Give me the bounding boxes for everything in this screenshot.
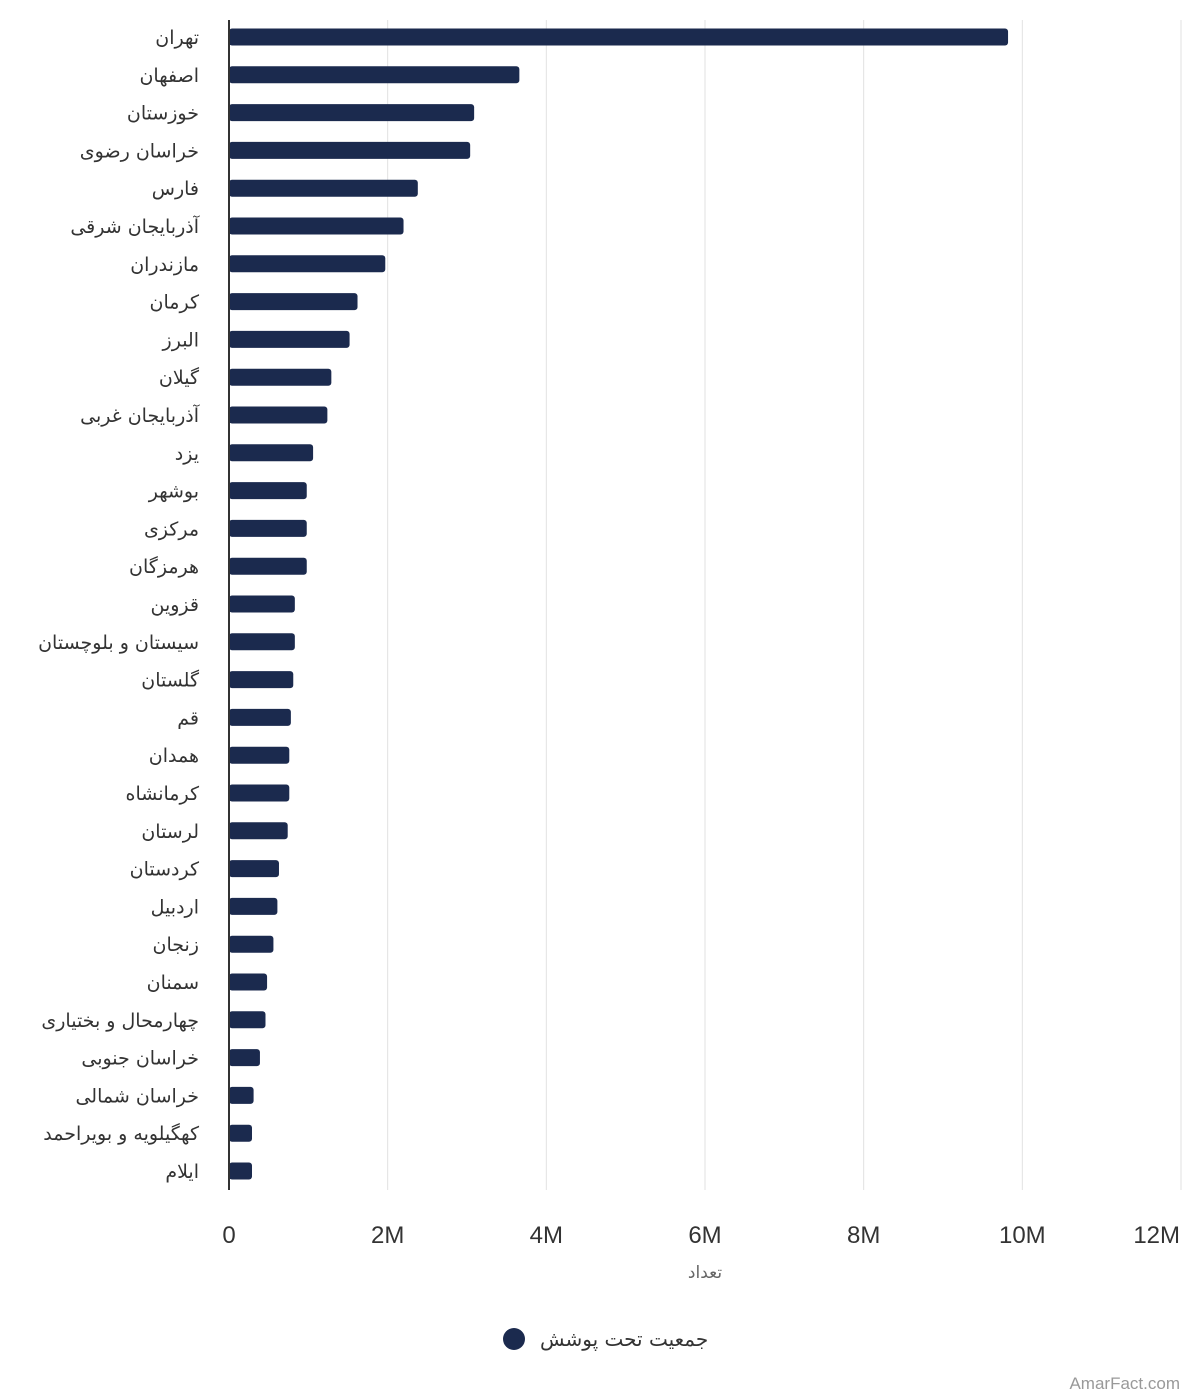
x-tick-label: 8M xyxy=(847,1222,880,1249)
bar[interactable] xyxy=(229,519,307,537)
category-label: البرز xyxy=(162,329,199,351)
category-label: خراسان رضوی xyxy=(80,140,199,162)
bar[interactable] xyxy=(229,217,404,235)
category-label: مرکزی xyxy=(144,518,199,540)
category-label: گلستان xyxy=(141,669,200,692)
bars-group xyxy=(229,28,1009,1180)
category-label: سیستان و بلوچستان xyxy=(38,632,199,654)
x-tick-label: 6M xyxy=(688,1222,721,1249)
category-label: همدان xyxy=(149,745,199,767)
legend-marker xyxy=(503,1328,525,1350)
bar[interactable] xyxy=(229,784,290,802)
bar[interactable] xyxy=(229,368,332,386)
category-label: خراسان شمالی xyxy=(75,1085,199,1107)
category-label: لرستان xyxy=(141,821,199,843)
category-label: خوزستان xyxy=(127,103,199,125)
bar[interactable] xyxy=(229,897,278,915)
bar[interactable] xyxy=(229,482,307,500)
x-tick-label: 12M xyxy=(1133,1222,1180,1249)
bar[interactable] xyxy=(229,406,328,424)
category-label: چهارمحال و بختیاری xyxy=(41,1010,199,1032)
x-tick-label: 0 xyxy=(222,1222,235,1249)
category-label: ایلام xyxy=(165,1161,199,1183)
category-label: آذربایجان غربی xyxy=(80,403,200,427)
legend-label: جمعیت تحت پوشش xyxy=(540,1327,708,1352)
category-label: تهران xyxy=(155,27,199,49)
credit-text[interactable]: AmarFact.com xyxy=(1069,1374,1180,1393)
bar[interactable] xyxy=(229,671,294,689)
category-label: گیلان xyxy=(159,366,200,389)
bar[interactable] xyxy=(229,746,290,764)
category-label: زنجان xyxy=(153,934,199,956)
category-label: آذربایجان شرقی xyxy=(70,214,199,238)
bar[interactable] xyxy=(229,330,350,348)
category-label: سمنان xyxy=(147,972,199,994)
x-axis-title: تعداد xyxy=(688,1263,722,1283)
category-label: کردستان xyxy=(130,859,200,881)
category-label: اردبیل xyxy=(151,896,199,918)
category-label: بوشهر xyxy=(148,481,199,503)
category-label: فارس xyxy=(152,178,199,200)
category-label: کرمان xyxy=(150,292,200,314)
x-tick-label: 10M xyxy=(999,1222,1046,1249)
bar[interactable] xyxy=(229,1011,266,1029)
bar[interactable] xyxy=(229,860,279,878)
category-label: قزوین xyxy=(151,594,200,616)
category-label: کرمانشاه xyxy=(126,783,200,805)
bar[interactable] xyxy=(229,141,471,159)
category-label: یزد xyxy=(175,443,199,465)
category-label: اصفهان xyxy=(139,65,199,87)
x-tick-label: 2M xyxy=(371,1222,404,1249)
bar[interactable] xyxy=(229,595,295,613)
x-axis-tick-labels: 0 2M 4M 6M 8M 10M 12M xyxy=(222,1222,1180,1249)
bar[interactable] xyxy=(229,66,520,84)
grid-lines xyxy=(387,20,1182,1190)
bar[interactable] xyxy=(229,557,307,575)
bar[interactable] xyxy=(229,935,274,953)
bar[interactable] xyxy=(229,28,1009,46)
category-label: مازندران xyxy=(130,254,199,276)
bar[interactable] xyxy=(229,973,268,991)
x-tick-label: 4M xyxy=(530,1222,563,1249)
category-label: کهگیلویه و بویراحمد xyxy=(43,1122,200,1145)
bar[interactable] xyxy=(229,104,475,122)
bar[interactable] xyxy=(229,1049,260,1067)
bar[interactable] xyxy=(229,444,314,462)
category-label: هرمزگان xyxy=(129,555,199,578)
bar[interactable] xyxy=(229,1086,254,1104)
bar[interactable] xyxy=(229,255,386,273)
bar[interactable] xyxy=(229,1162,253,1180)
bar[interactable] xyxy=(229,1124,253,1142)
category-labels: تهران اصفهان خوزستان خراسان رضوی فارس آذربایج… xyxy=(38,27,200,1183)
bar[interactable] xyxy=(229,708,291,726)
bar[interactable] xyxy=(229,822,288,840)
category-label: خراسان جنوبی xyxy=(81,1048,199,1070)
bar[interactable] xyxy=(229,293,358,311)
bar[interactable] xyxy=(229,633,295,651)
bar[interactable] xyxy=(229,179,418,197)
legend[interactable]: جمعیت تحت پوشش xyxy=(503,1327,708,1352)
category-label: قم xyxy=(177,707,199,729)
